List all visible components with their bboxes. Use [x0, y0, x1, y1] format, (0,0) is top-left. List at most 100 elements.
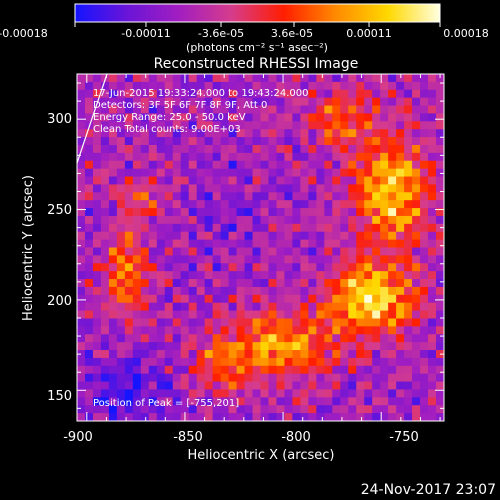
heatmap-cell — [212, 97, 222, 107]
heatmap-cell — [84, 160, 94, 170]
heatmap-cell — [436, 381, 444, 391]
heatmap-cell — [164, 334, 174, 343]
heatmap-cell — [348, 215, 357, 225]
heatmap-cell — [180, 160, 190, 170]
heatmap-cell — [260, 215, 270, 225]
heatmap-cell — [268, 247, 278, 256]
heatmap-cell — [100, 168, 110, 178]
heatmap-cell — [172, 357, 182, 367]
heatmap-cell — [260, 200, 270, 209]
heatmap-cell — [156, 247, 166, 256]
heatmap-cell — [236, 397, 246, 406]
heatmap-cell — [204, 105, 214, 115]
heatmap-cell — [428, 89, 437, 99]
heatmap-cell — [236, 152, 246, 162]
heatmap-cell — [292, 231, 301, 241]
heatmap-cell — [380, 74, 389, 83]
heatmap-cell — [404, 310, 413, 320]
heatmap-cell — [116, 302, 126, 312]
heatmap-cell — [428, 168, 437, 178]
heatmap-cell — [164, 286, 174, 296]
heatmap-cell — [260, 279, 270, 288]
heatmap-cell — [260, 231, 270, 241]
heatmap-cell — [77, 208, 86, 217]
heatmap-cell — [188, 121, 198, 130]
heatmap-cell — [188, 310, 198, 320]
heatmap-cell — [316, 160, 325, 170]
heatmap-cell — [404, 89, 413, 99]
heatmap-cell — [77, 97, 86, 107]
heatmap-cell — [77, 310, 86, 320]
heatmap-cell — [164, 81, 174, 91]
heatmap-cell — [172, 279, 182, 288]
heatmap-cell — [92, 168, 102, 178]
heatmap-cell — [196, 215, 206, 225]
heatmap-cell — [220, 105, 230, 115]
heatmap-cell — [132, 271, 142, 280]
heatmap-cell — [268, 263, 278, 272]
heatmap-cell — [180, 105, 190, 115]
heatmap-cell — [404, 247, 413, 256]
heatmap-cell — [148, 365, 158, 375]
heatmap-cell — [412, 184, 421, 193]
heatmap-cell — [236, 318, 246, 327]
heatmap-cell — [380, 365, 389, 375]
heatmap-cell — [372, 302, 381, 312]
heatmap-cell — [148, 318, 158, 327]
heatmap-cell — [124, 208, 134, 217]
heatmap-cell — [212, 413, 222, 421]
heatmap-cell — [284, 413, 294, 421]
heatmap-cell — [156, 121, 166, 130]
heatmap-cell — [436, 294, 444, 304]
heatmap-cell — [396, 365, 405, 375]
heatmap-cell — [332, 152, 341, 162]
heatmap-cell — [164, 255, 174, 264]
heatmap-cell — [108, 373, 118, 383]
heatmap-cell — [188, 342, 198, 351]
heatmap-cell — [140, 74, 150, 83]
heatmap-cell — [164, 357, 174, 367]
heatmap-cell — [188, 97, 198, 107]
heatmap-cell — [244, 294, 254, 304]
heatmap-cell — [404, 334, 413, 343]
heatmap-cell — [196, 200, 206, 209]
heatmap-cell — [364, 350, 373, 359]
heatmap-cell — [388, 231, 397, 241]
heatmap-cell — [316, 113, 325, 122]
heatmap-cell — [380, 192, 389, 201]
heatmap-cell — [284, 176, 294, 186]
heatmap-cell — [364, 231, 373, 241]
heatmap-cell — [324, 373, 333, 383]
heatmap-cell — [204, 239, 214, 249]
heatmap-cell — [372, 113, 381, 122]
heatmap-cell — [388, 342, 397, 351]
heatmap-cell — [228, 168, 238, 178]
heatmap-cell — [332, 81, 341, 91]
heatmap-cell — [420, 184, 429, 193]
heatmap-cell — [284, 247, 294, 256]
heatmap-cell — [172, 286, 182, 296]
heatmap-cell — [316, 342, 325, 351]
heatmap-cell — [164, 350, 174, 359]
heatmap-cell — [204, 334, 214, 343]
heatmap-cell — [124, 215, 134, 225]
heatmap-cell — [124, 326, 134, 335]
heatmap-cell — [276, 397, 286, 406]
heatmap-cell — [108, 239, 118, 249]
heatmap-cell — [276, 176, 286, 186]
heatmap-cell — [244, 310, 254, 320]
heatmap-cell — [148, 97, 158, 107]
heatmap-cell — [180, 405, 190, 414]
heatmap-cell — [132, 168, 142, 178]
heatmap-cell — [268, 137, 278, 146]
heatmap-cell — [276, 129, 286, 138]
heatmap-cell — [404, 263, 413, 272]
heatmap-cell — [188, 389, 198, 398]
heatmap-cell — [284, 89, 294, 99]
heatmap-cell — [412, 121, 421, 130]
heatmap-cell — [340, 279, 349, 288]
heatmap-cell — [348, 223, 357, 233]
x-tick-label: -750 — [389, 430, 419, 445]
heatmap-cell — [356, 413, 365, 421]
heatmap-cell — [340, 334, 349, 343]
